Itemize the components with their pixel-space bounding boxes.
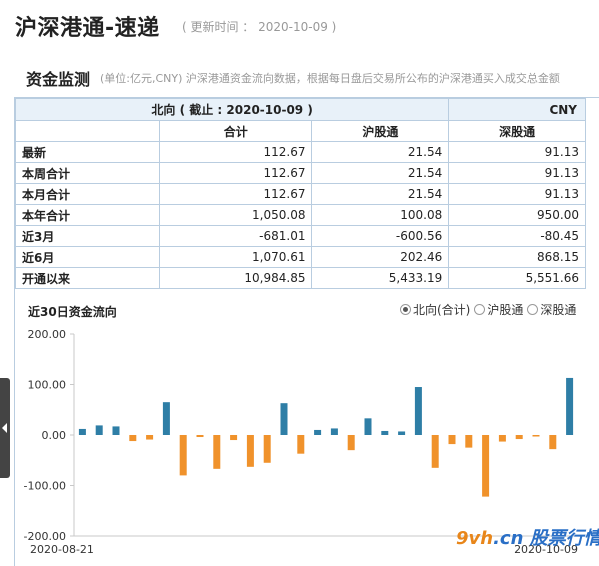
y-tick-label: 100.00 bbox=[28, 379, 67, 392]
cell-sz: 91.13 bbox=[448, 183, 586, 205]
watermark-logo: 9vh.cn 股票行情 bbox=[456, 528, 599, 549]
chart-bar bbox=[129, 435, 137, 442]
side-collapse-tab[interactable] bbox=[0, 378, 10, 478]
y-tick-label: -100.00 bbox=[24, 480, 66, 493]
chart-bar bbox=[78, 428, 86, 435]
table-row: 本月合计 112.67 21.54 91.13 bbox=[15, 183, 586, 205]
chart-bar bbox=[263, 435, 271, 463]
chart-bar bbox=[146, 435, 154, 440]
chart-bar bbox=[498, 435, 506, 442]
cell-total: -681.01 bbox=[158, 225, 313, 247]
table-row: 最新 112.67 21.54 91.13 bbox=[15, 141, 586, 163]
x-end-label: 2020-10-09 bbox=[514, 543, 578, 556]
cell-sh: 202.46 bbox=[311, 246, 450, 268]
y-tick-label: 200.00 bbox=[28, 328, 67, 341]
cell-sz: 868.15 bbox=[448, 246, 586, 268]
radio-icon[interactable] bbox=[474, 304, 486, 315]
chart-bar bbox=[196, 435, 204, 438]
legend-label-sz: 深股通 bbox=[540, 303, 577, 317]
page-title: 沪深港通-速递 bbox=[15, 16, 160, 41]
chart-bar bbox=[112, 426, 120, 435]
chart-bar bbox=[246, 435, 254, 467]
chart-bar bbox=[431, 435, 439, 468]
table-row: 本年合计 1,050.08 100.08 950.00 bbox=[15, 204, 586, 226]
chart-bar bbox=[364, 418, 372, 435]
radio-selected-icon[interactable] bbox=[400, 304, 411, 315]
chart-bar bbox=[280, 403, 288, 435]
row-label: 本周合计 bbox=[15, 162, 160, 184]
cell-sh: 5,433.19 bbox=[311, 267, 450, 289]
chart-bar bbox=[414, 387, 422, 435]
chart-bar bbox=[448, 435, 456, 445]
chart-bar bbox=[465, 435, 473, 448]
y-tick-label: 0.00 bbox=[42, 429, 67, 442]
chart-bar bbox=[95, 425, 103, 435]
table-row: 本周合计 112.67 21.54 91.13 bbox=[15, 162, 586, 184]
cell-sz: 5,551.66 bbox=[448, 267, 586, 289]
chart-bar bbox=[213, 435, 221, 469]
direction-header: 北向 ( 截止 : 2020-10-09 ) bbox=[14, 98, 450, 121]
column-header-sz: 深股通 bbox=[448, 120, 586, 142]
chart-bar bbox=[162, 402, 170, 435]
capital-flow-table: 北向 ( 截止 : 2020-10-09 ) CNY 合计 沪股通 深股通 最新… bbox=[14, 98, 586, 289]
chart-bar bbox=[230, 435, 238, 441]
x-start-label: 2020-08-21 bbox=[30, 543, 94, 556]
chart-bar bbox=[532, 435, 540, 437]
chart-bar bbox=[314, 429, 322, 435]
table-header-row: 北向 ( 截止 : 2020-10-09 ) CNY bbox=[14, 98, 586, 121]
row-label: 本月合计 bbox=[15, 183, 160, 205]
chart-bar bbox=[179, 435, 187, 476]
chart-bar bbox=[398, 431, 406, 435]
chart-title: 近30日资金流向 bbox=[28, 305, 117, 319]
table-row: 开通以来 10,984.85 5,433.19 5,551.66 bbox=[15, 267, 586, 289]
chart-bar bbox=[549, 435, 557, 450]
legend-option-sz[interactable]: 深股通 bbox=[527, 301, 576, 318]
chart-bar bbox=[330, 428, 338, 435]
chart-legend: 北向(合计) 沪股通 深股通 bbox=[400, 301, 576, 318]
update-time: ( 更新时间 ： 2020-10-09 ) bbox=[182, 20, 337, 34]
cell-total: 1,050.08 bbox=[158, 204, 313, 226]
cell-sh: 21.54 bbox=[311, 183, 450, 205]
chart-bar bbox=[566, 377, 574, 435]
chart-bar bbox=[482, 435, 490, 497]
legend-option-sh[interactable]: 沪股通 bbox=[474, 301, 523, 318]
cell-sz: 91.13 bbox=[448, 162, 586, 184]
legend-label-sh: 沪股通 bbox=[487, 303, 524, 317]
cell-total: 10,984.85 bbox=[158, 267, 313, 289]
legend-option-total[interactable]: 北向(合计) bbox=[400, 301, 470, 318]
capital-monitor-panel: 北向 ( 截止 : 2020-10-09 ) CNY 合计 沪股通 深股通 最新… bbox=[14, 97, 599, 566]
legend-label-total: 北向(合计) bbox=[413, 303, 471, 317]
chart-bar bbox=[381, 430, 389, 435]
chart-bar bbox=[515, 435, 523, 440]
section-subtitle: (单位:亿元,CNY) 沪深港通资金流向数据，根据每日盘后交易所公布的沪深港通买… bbox=[100, 72, 560, 85]
chart-bar bbox=[347, 435, 355, 451]
chart-bar bbox=[297, 435, 305, 454]
cell-sz: 91.13 bbox=[448, 141, 586, 163]
y-tick-label: -200.00 bbox=[24, 530, 66, 543]
radio-icon[interactable] bbox=[527, 304, 539, 315]
cell-sh: 21.54 bbox=[311, 162, 450, 184]
section-title: 资金监测 bbox=[26, 70, 91, 89]
